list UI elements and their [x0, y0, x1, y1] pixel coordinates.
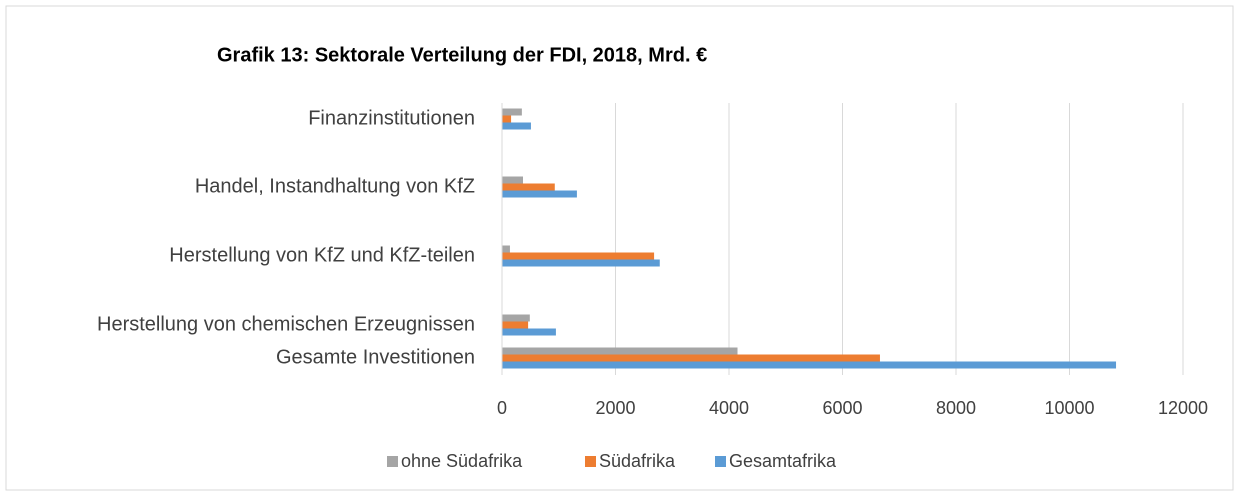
x-tick-label: 4000 [709, 398, 749, 418]
bar [502, 259, 660, 267]
y-tick-label: Herstellung von KfZ und KfZ-teilen [169, 244, 475, 266]
legend-label: Gesamtafrika [729, 451, 837, 471]
legend-swatch [585, 456, 596, 467]
bar [502, 115, 512, 123]
chart-frame [5, 5, 1234, 491]
bar [502, 361, 1117, 369]
x-tick-label: 6000 [822, 398, 862, 418]
bar [502, 347, 738, 355]
y-tick-label: Handel, Instandhaltung von KfZ [195, 175, 475, 197]
legend-label: ohne Südafrika [401, 451, 523, 471]
y-tick-label: Herstellung von chemischen Erzeugnissen [97, 313, 475, 335]
bar [502, 354, 880, 362]
x-tick-label: 2000 [595, 398, 635, 418]
legend-swatch [715, 456, 726, 467]
x-tick-label: 8000 [936, 398, 976, 418]
bar [502, 122, 531, 130]
bar [502, 252, 655, 260]
chart-title: Grafik 13: Sektorale Verteilung der FDI,… [217, 44, 707, 66]
bar [502, 183, 555, 191]
bar [502, 314, 530, 322]
y-tick-label: Finanzinstitutionen [308, 107, 475, 129]
legend-swatch [387, 456, 398, 467]
bar [502, 176, 523, 184]
legend-label: Südafrika [599, 451, 676, 471]
x-tick-label: 0 [497, 398, 507, 418]
bar [502, 328, 556, 336]
x-tick-label: 10000 [1044, 398, 1094, 418]
bar [502, 108, 522, 116]
bar [502, 321, 529, 329]
x-tick-label: 12000 [1158, 398, 1208, 418]
bar [502, 245, 510, 253]
bar [502, 190, 577, 198]
y-tick-label: Gesamte Investitionen [276, 346, 475, 368]
